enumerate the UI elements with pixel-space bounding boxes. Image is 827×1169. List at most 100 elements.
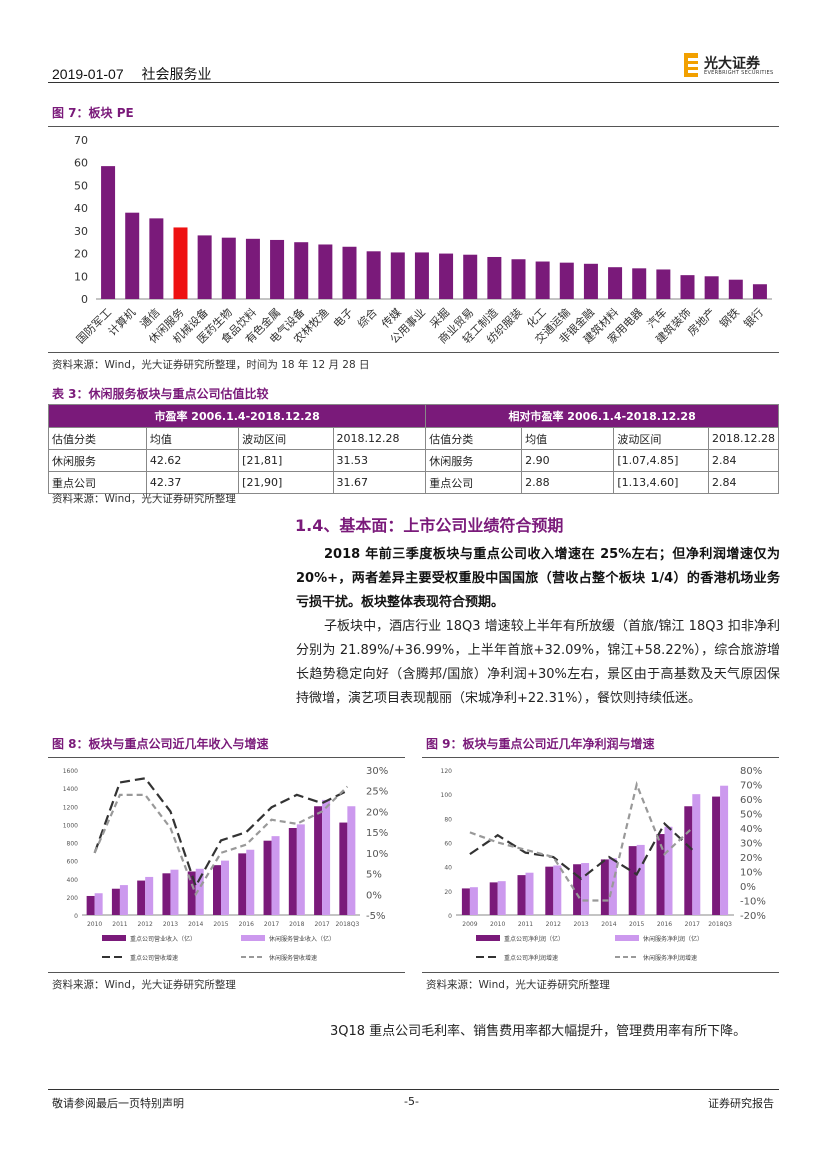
bar-series-1 [712, 796, 721, 915]
legend-label: 休闲服务营收增速 [269, 954, 317, 962]
table-row: 休闲服务 42.62 [21,81] 31.53 休闲服务 2.90 [1.07… [48, 449, 779, 472]
legend-swatch [615, 935, 639, 941]
bar-series-2 [246, 849, 255, 915]
y-right-tick-label: -5% [366, 911, 385, 922]
bar-series-1 [461, 888, 470, 915]
x-tick-label: 2012 [138, 921, 153, 928]
bar-series-2 [636, 844, 645, 915]
table-cell: 重点公司 [425, 471, 523, 494]
x-tick-label: 2017 [685, 921, 700, 928]
x-tick-label: 电子 [331, 306, 356, 331]
report-date: 2019-01-07 [52, 66, 124, 82]
logo-mark-icon [684, 53, 698, 77]
bar [632, 268, 647, 299]
table-cell: 休闲服务 [48, 449, 147, 472]
bar-series-2 [692, 794, 701, 915]
table-cell: 2.90 [521, 449, 615, 472]
legend-swatch [476, 935, 500, 941]
bar-series-1 [545, 866, 554, 915]
y-left-tick-label: 60 [444, 841, 452, 848]
bar-series-2 [271, 836, 280, 915]
table-cell: [1.13,4.60] [613, 471, 710, 494]
bar-series-1 [573, 864, 582, 915]
y-tick-label: 20 [74, 248, 88, 261]
bar-series-2 [664, 826, 673, 915]
bar [487, 256, 502, 299]
th-range-2: 波动区间 [613, 427, 710, 450]
th-category-2: 估值分类 [425, 427, 523, 450]
bar-series-1 [339, 822, 348, 915]
y-right-tick-label: 25% [366, 787, 388, 798]
bar-series-1 [213, 865, 221, 915]
section-paragraph: 子板块中，酒店行业 18Q3 增速较上半年有所放缓（首旅/锦江 18Q3 扣非净… [296, 619, 780, 706]
bar [197, 235, 212, 299]
bar-series-1 [628, 846, 637, 915]
y-left-tick-label: 200 [67, 895, 79, 902]
fig8-bottom-rule [48, 972, 405, 973]
legend-label: 重点公司营业收入（亿） [130, 935, 196, 943]
x-tick-label: 2015 [629, 921, 644, 928]
bar-series-1 [489, 882, 498, 915]
y-left-tick-label: 40 [444, 865, 452, 872]
bar [342, 246, 357, 299]
legend-label: 重点公司净利润增速 [504, 954, 558, 962]
x-tick-label: 2018Q3 [708, 921, 732, 928]
x-tick-label: 房地产 [685, 305, 718, 338]
y-left-tick-label: 1600 [63, 768, 78, 775]
y-left-tick-label: 800 [67, 841, 79, 848]
bar-series-2 [525, 872, 534, 915]
y-right-tick-label: 50% [740, 810, 762, 821]
line-series-3 [93, 777, 348, 889]
bar [463, 254, 478, 299]
y-right-tick-label: 15% [366, 828, 388, 839]
y-right-tick-label: 40% [740, 824, 762, 835]
section-title: 1.4、基本面：上市公司业绩符合预期 [295, 516, 564, 535]
y-left-tick-label: 80 [444, 816, 452, 823]
table-cell: 2.84 [708, 471, 779, 494]
table-cell: 2.84 [708, 449, 779, 472]
y-right-tick-label: 10% [740, 868, 762, 879]
y-left-tick-label: 1200 [63, 804, 78, 811]
x-tick-label: 2010 [87, 921, 102, 928]
bar [125, 212, 140, 299]
bar [680, 275, 695, 299]
fig7-top-rule [48, 126, 779, 127]
table-cell: [1.07,4.85] [613, 449, 710, 472]
bar [414, 252, 429, 299]
company-logo: 光大证券 EVERBRIGHT SECURITIES [684, 53, 780, 79]
y-right-tick-label: 20% [366, 807, 388, 818]
bar [439, 253, 454, 299]
y-right-tick-label: 30% [366, 766, 388, 777]
table3-title: 表 3：休闲服务板块与重点公司估值比较 [52, 387, 269, 401]
x-tick-label: 2016 [239, 921, 254, 928]
table-cell: 31.53 [332, 449, 427, 472]
x-tick-label: 2012 [546, 921, 561, 928]
bar [704, 276, 719, 299]
x-tick-label: 2013 [573, 921, 588, 928]
th-date: 2018.12.28 [332, 427, 427, 450]
bar [511, 259, 526, 299]
page-number: -5- [404, 1095, 419, 1108]
y-tick-label: 10 [74, 270, 88, 283]
bar-series-1 [656, 834, 665, 915]
bar [270, 239, 285, 299]
x-tick-label: 2011 [518, 921, 533, 928]
sector-name: 社会服务业 [141, 66, 212, 82]
legend-label: 休闲服务营业收入（亿） [269, 935, 335, 943]
bar [752, 284, 767, 299]
y-left-tick-label: 120 [441, 768, 453, 775]
fig9-source: 资料来源：Wind，光大证券研究所整理 [426, 979, 610, 991]
header-divider [48, 82, 779, 83]
fig9-bottom-rule [422, 972, 779, 973]
bar [173, 227, 188, 299]
y-tick-label: 70 [74, 134, 88, 147]
bar [608, 267, 623, 299]
bar-series-1 [517, 875, 526, 915]
bar-series-1 [86, 895, 95, 915]
bar-series-1 [137, 880, 146, 915]
x-tick-label: 计算机 [105, 305, 138, 338]
y-tick-label: 30 [74, 225, 88, 238]
bar-series-1 [314, 806, 323, 915]
table-cell: [21,81] [238, 449, 334, 472]
bar-series-2 [497, 881, 506, 915]
